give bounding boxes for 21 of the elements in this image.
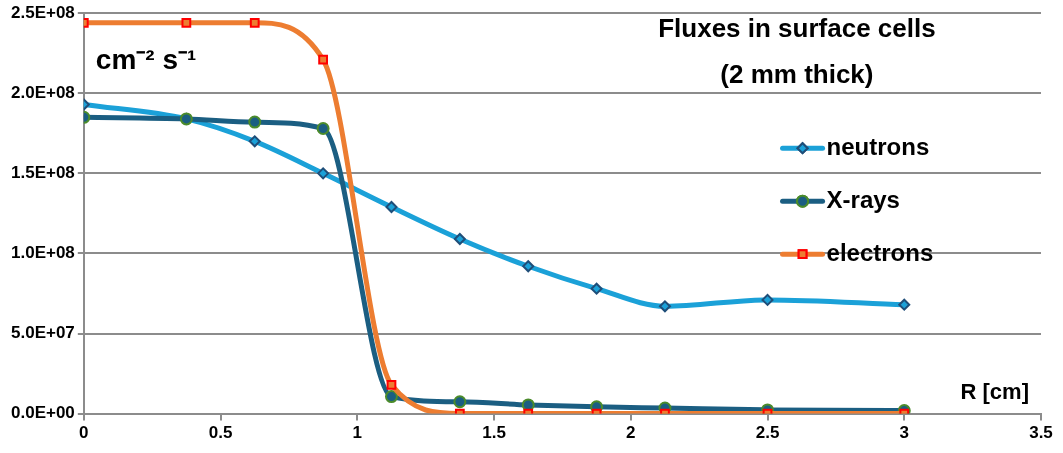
- x-tick-label: 0.5: [208, 423, 233, 443]
- y-tick-label: 0.0E+00: [11, 403, 75, 423]
- x-tick-label: 2: [626, 423, 636, 443]
- x-tick-label: 0: [79, 423, 89, 443]
- y-tick-label: 1.0E+08: [11, 243, 75, 263]
- y-tick-label: 5.0E+07: [11, 323, 75, 343]
- legend-label: X-rays: [826, 185, 900, 213]
- x-tick-label: 3: [899, 423, 909, 443]
- x-tick-label: 2.5: [755, 423, 780, 443]
- y-tick-label: 2.0E+08: [11, 82, 75, 102]
- x-tick-label: 3.5: [1029, 423, 1053, 443]
- y-tick-label: 1.5E+08: [11, 163, 75, 183]
- text: (2 mm thick): [720, 59, 874, 90]
- legend-label: electrons: [826, 238, 934, 266]
- annotation: cm⁻² s⁻¹: [95, 43, 197, 75]
- x-tick-label: 1: [352, 423, 363, 443]
- legend-label: neutrons: [826, 132, 930, 160]
- x-tick-label: 1.5: [482, 423, 506, 443]
- x-axis-title: R [cm]: [960, 378, 1029, 404]
- chart-title: Fluxes in surface cells: [658, 13, 936, 44]
- y-tick-label: 2.5E+08: [11, 2, 75, 22]
